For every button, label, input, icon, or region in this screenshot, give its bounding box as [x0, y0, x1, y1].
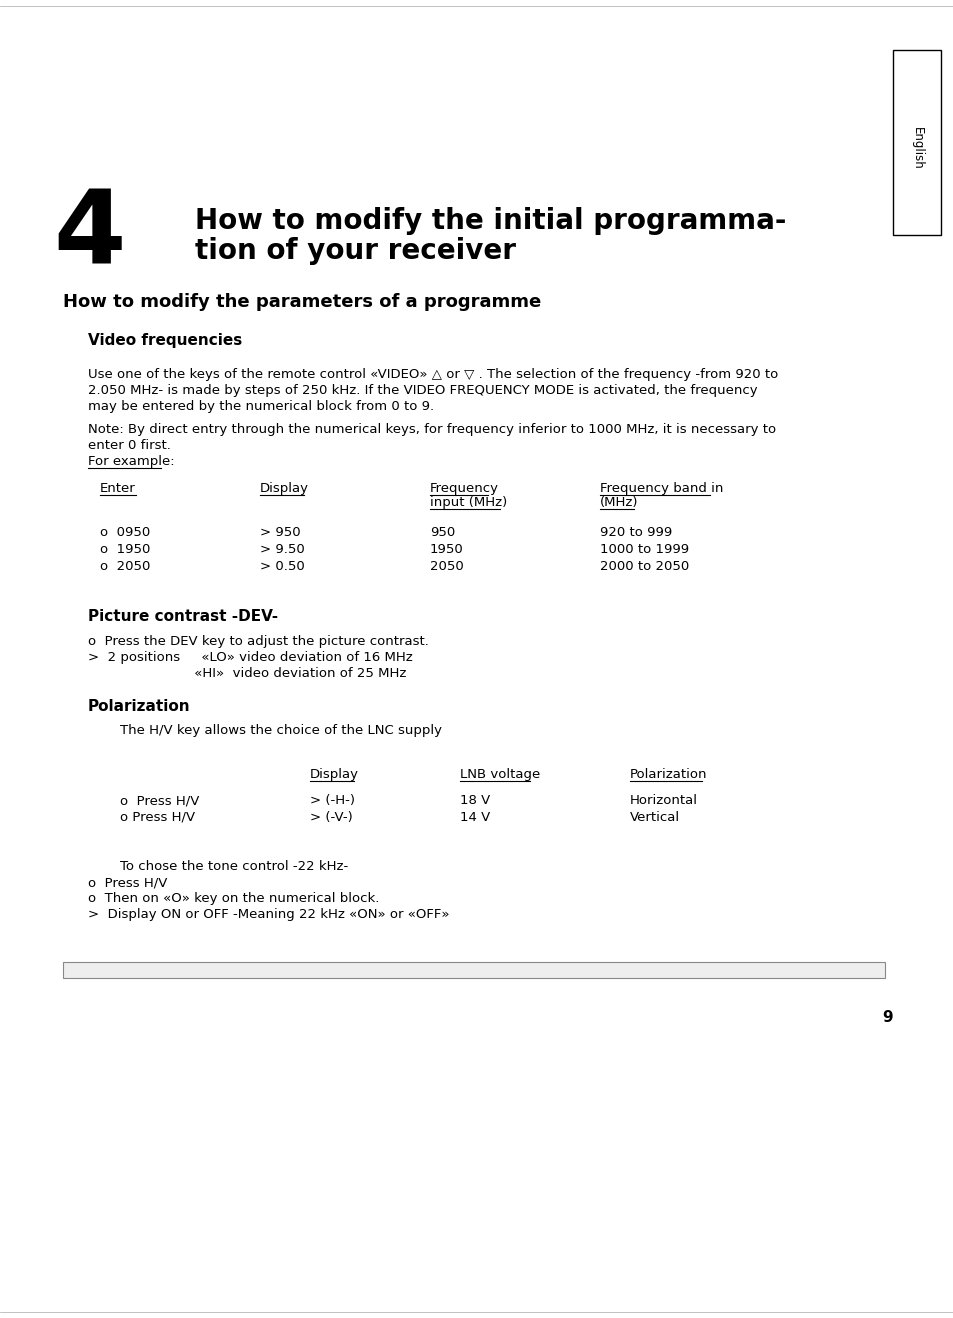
Text: LNB voltage: LNB voltage: [459, 768, 539, 782]
Text: o  Then on «O» key on the numerical block.: o Then on «O» key on the numerical block…: [88, 892, 379, 905]
Text: To chose the tone control -22 kHz-: To chose the tone control -22 kHz-: [120, 861, 348, 873]
Text: 9: 9: [882, 1010, 892, 1025]
Text: Polarization: Polarization: [88, 699, 191, 714]
Text: o  1950: o 1950: [100, 543, 151, 556]
Text: 4: 4: [53, 185, 126, 286]
Text: Frequency: Frequency: [430, 482, 498, 496]
Text: o Press H/V: o Press H/V: [120, 811, 195, 824]
Text: Polarization: Polarization: [629, 768, 707, 782]
FancyBboxPatch shape: [63, 962, 884, 978]
Text: Video frequencies: Video frequencies: [88, 333, 242, 348]
Text: >  Display ON or OFF -Meaning 22 kHz «ON» or «OFF»: > Display ON or OFF -Meaning 22 kHz «ON»…: [88, 908, 449, 921]
Text: > 0.50: > 0.50: [260, 560, 304, 573]
Text: The H/V key allows the choice of the LNC supply: The H/V key allows the choice of the LNC…: [120, 724, 441, 737]
Text: input (MHz): input (MHz): [430, 496, 507, 509]
Text: may be entered by the numerical block from 0 to 9.: may be entered by the numerical block fr…: [88, 399, 434, 413]
Text: > (-H-): > (-H-): [310, 793, 355, 807]
Text: 920 to 999: 920 to 999: [599, 526, 672, 539]
Text: Display: Display: [260, 482, 309, 496]
Text: Enter: Enter: [100, 482, 135, 496]
Text: > 9.50: > 9.50: [260, 543, 304, 556]
Text: 2.050 MHz- is made by steps of 250 kHz. If the VIDEO FREQUENCY MODE is activated: 2.050 MHz- is made by steps of 250 kHz. …: [88, 384, 757, 397]
Text: 950: 950: [430, 526, 455, 539]
Text: How to modify the initial programma-: How to modify the initial programma-: [194, 207, 785, 235]
Text: 1950: 1950: [430, 543, 463, 556]
Text: How to modify the parameters of a programme: How to modify the parameters of a progra…: [63, 293, 540, 311]
Text: >  2 positions     «LO» video deviation of 16 MHz: > 2 positions «LO» video deviation of 16…: [88, 651, 413, 664]
Text: For example:: For example:: [88, 455, 174, 468]
Text: enter 0 first.: enter 0 first.: [88, 439, 171, 452]
Text: 2000 to 2050: 2000 to 2050: [599, 560, 688, 573]
Text: Note: By direct entry through the numerical keys, for frequency inferior to 1000: Note: By direct entry through the numeri…: [88, 423, 776, 436]
Text: o  Press H/V: o Press H/V: [120, 793, 199, 807]
Text: Horizontal: Horizontal: [629, 793, 698, 807]
Text: > 950: > 950: [260, 526, 300, 539]
FancyBboxPatch shape: [892, 50, 940, 235]
Text: Use one of the keys of the remote control «VIDEO» △ or ▽ . The selection of the : Use one of the keys of the remote contro…: [88, 368, 778, 381]
Text: > (-V-): > (-V-): [310, 811, 353, 824]
Text: Frequency band in: Frequency band in: [599, 482, 722, 496]
Text: o  Press the DEV key to adjust the picture contrast.: o Press the DEV key to adjust the pictur…: [88, 635, 429, 648]
Text: Display: Display: [310, 768, 358, 782]
Text: English: English: [909, 127, 923, 170]
Text: 1000 to 1999: 1000 to 1999: [599, 543, 688, 556]
Text: o  0950: o 0950: [100, 526, 150, 539]
Text: Picture contrast -DEV-: Picture contrast -DEV-: [88, 609, 278, 623]
Text: tion of your receiver: tion of your receiver: [194, 237, 516, 265]
Text: Vertical: Vertical: [629, 811, 679, 824]
Text: (MHz): (MHz): [599, 496, 638, 509]
Text: «HI»  video deviation of 25 MHz: «HI» video deviation of 25 MHz: [88, 667, 406, 680]
Text: o  2050: o 2050: [100, 560, 151, 573]
Text: o  Press H/V: o Press H/V: [88, 876, 167, 890]
Text: 18 V: 18 V: [459, 793, 490, 807]
Text: 14 V: 14 V: [459, 811, 490, 824]
Text: 2050: 2050: [430, 560, 463, 573]
